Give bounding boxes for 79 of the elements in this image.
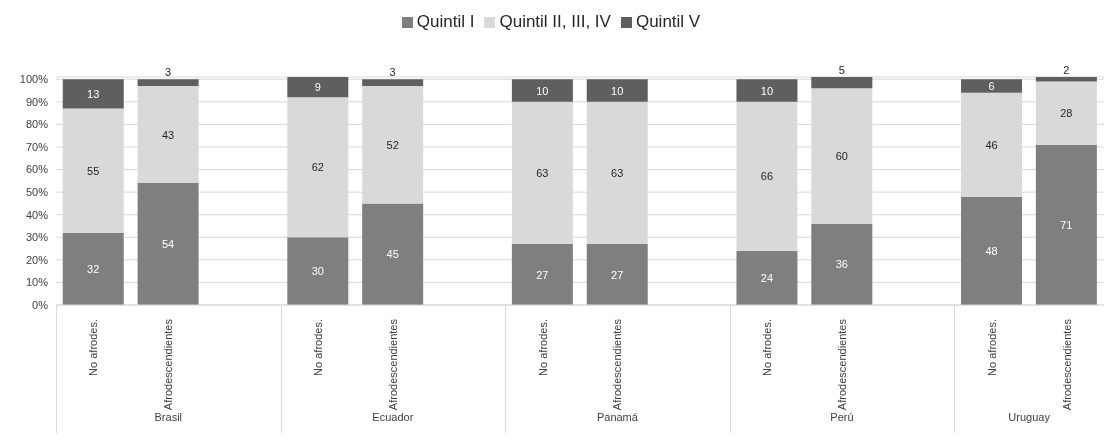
text: Panamá [595, 411, 639, 423]
data-label: 66 [760, 170, 774, 183]
data-label: 55 [87, 164, 100, 177]
bar [62, 79, 124, 109]
bar [511, 244, 573, 305]
y-tick-label: 30% [25, 231, 49, 244]
data-label: 13 [87, 87, 100, 100]
bar [137, 183, 199, 305]
x-tick-label: No afrodes. [761, 319, 774, 376]
bar [736, 79, 798, 102]
bar [1035, 77, 1097, 82]
x-tick-label: No afrodes. [536, 319, 549, 376]
bar [586, 244, 648, 305]
y-tick-label: 10% [25, 276, 49, 289]
x-tick-label: Afrodescendientes [162, 318, 175, 411]
text: Perú [829, 411, 855, 423]
x-tick-label: No afrodes. [985, 319, 998, 376]
bar [811, 77, 873, 89]
y-tick-label: 100% [19, 73, 49, 86]
y-tick-label: 40% [25, 208, 49, 221]
bar [586, 79, 648, 102]
data-label: 30 [311, 265, 324, 278]
data-label: 71 [1060, 218, 1073, 231]
text: Ecuador [371, 411, 415, 423]
text: Uruguay [1007, 411, 1051, 423]
data-label: 2 [1063, 64, 1070, 76]
data-label: 24 [760, 271, 774, 284]
y-tick-label: 60% [25, 163, 49, 176]
legend-label: Quintil I [416, 12, 475, 31]
data-label: 3 [165, 66, 172, 79]
bar [961, 196, 1023, 305]
data-label: 63 [536, 166, 549, 179]
bar [1035, 144, 1097, 305]
legend-label: Quintil V [635, 12, 701, 31]
y-tick-label: 50% [25, 186, 49, 199]
data-label: 48 [985, 244, 998, 257]
data-label: 10 [611, 84, 624, 97]
bar [511, 79, 573, 102]
x-tick-label: Afrodescendientes [611, 318, 624, 411]
x-tick-label: Afrodescendientes [836, 318, 848, 411]
bar [62, 232, 124, 305]
x-tick-label: Afrodescendientes [386, 318, 399, 411]
legend-label: Quintil II, III, IV [499, 12, 611, 31]
data-label: 6 [988, 80, 995, 93]
x-tick-label: No afrodes. [87, 319, 100, 376]
y-tick-label: 0% [32, 298, 49, 311]
text: Brasil [153, 411, 184, 423]
x-tick-label: No afrodes. [312, 319, 324, 376]
bar [362, 79, 424, 87]
bar [736, 250, 798, 305]
data-label: 45 [386, 248, 399, 261]
data-label: 27 [536, 268, 549, 281]
x-tick-label: Afrodescendientes [1060, 318, 1073, 411]
y-tick-label: 20% [25, 253, 49, 266]
data-label: 60 [835, 150, 848, 163]
data-label: 46 [985, 138, 998, 151]
data-label: 10 [536, 84, 549, 97]
data-label: 62 [311, 161, 324, 174]
data-label: 28 [1060, 107, 1073, 120]
data-label: 54 [161, 238, 175, 251]
bar [137, 79, 199, 87]
y-tick-label: 80% [25, 118, 49, 131]
y-tick-label: 70% [25, 140, 49, 153]
bar [362, 203, 424, 305]
data-label: 5 [838, 64, 845, 76]
data-label: 32 [87, 262, 100, 275]
data-label: 27 [611, 268, 624, 281]
bar [811, 223, 873, 305]
data-label: 63 [611, 166, 624, 179]
data-label: 9 [314, 81, 321, 94]
data-label: 52 [386, 138, 399, 151]
bar [287, 237, 349, 305]
data-label: 43 [161, 128, 175, 141]
data-label: 3 [389, 66, 396, 79]
bar [961, 79, 1023, 93]
data-label: 10 [760, 84, 774, 97]
y-tick-label: 90% [25, 95, 49, 108]
bar [287, 77, 349, 98]
data-label: 36 [835, 258, 848, 271]
